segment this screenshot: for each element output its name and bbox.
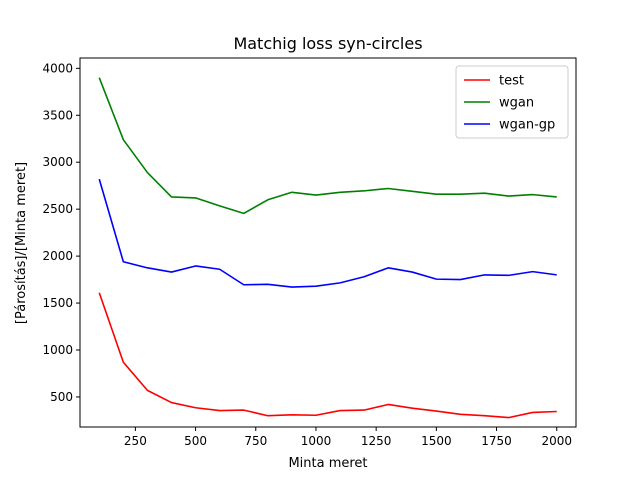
y-tick-label: 3000 xyxy=(42,155,73,169)
x-axis: 250 500 750 1000 1250 1500 1750 2000 xyxy=(124,427,572,448)
chart-title: Matchig loss syn-circles xyxy=(233,34,422,53)
y-tick-label: 2000 xyxy=(42,249,73,263)
y-tick-label: 1000 xyxy=(42,343,73,357)
x-axis-label: Minta meret xyxy=(288,456,367,471)
x-tick-label: 1750 xyxy=(481,434,512,448)
x-tick-label: 500 xyxy=(184,434,207,448)
x-tick-label: 750 xyxy=(244,434,267,448)
y-tick-label: 500 xyxy=(50,390,73,404)
series-line-wgan xyxy=(98,77,557,215)
series-line-test xyxy=(98,292,557,419)
legend-label-wgan-gp: wgan-gp xyxy=(499,118,555,133)
legend: test wgan wgan-gp xyxy=(455,65,569,139)
y-tick-label: 3500 xyxy=(42,108,73,122)
plot-frame xyxy=(79,57,577,428)
legend-label-wgan: wgan xyxy=(499,96,534,111)
y-axis: 500 1000 1500 2000 2500 3000 3500 4000 xyxy=(42,61,80,404)
x-tick-label: 2000 xyxy=(541,434,572,448)
y-tick-label: 2500 xyxy=(42,202,73,216)
series-line-wgan-gp xyxy=(98,178,557,288)
y-tick-label: 1500 xyxy=(42,296,73,310)
y-tick-label: 4000 xyxy=(42,61,73,75)
x-tick-label: 250 xyxy=(124,434,147,448)
legend-box xyxy=(455,65,569,139)
x-tick-label: 1250 xyxy=(361,434,392,448)
plot-lines xyxy=(98,77,557,419)
legend-label-test: test xyxy=(499,74,524,89)
y-axis-label: [Párosítás]/[Minta meret] xyxy=(14,162,29,324)
x-tick-label: 1500 xyxy=(421,434,452,448)
x-tick-label: 1000 xyxy=(301,434,332,448)
